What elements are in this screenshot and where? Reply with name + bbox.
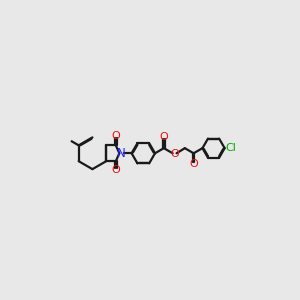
Text: O: O (189, 159, 198, 169)
Text: O: O (170, 148, 179, 159)
Text: O: O (160, 132, 168, 142)
Text: Cl: Cl (226, 143, 237, 153)
Text: O: O (112, 165, 120, 176)
Text: O: O (112, 131, 120, 141)
Text: N: N (117, 147, 126, 160)
